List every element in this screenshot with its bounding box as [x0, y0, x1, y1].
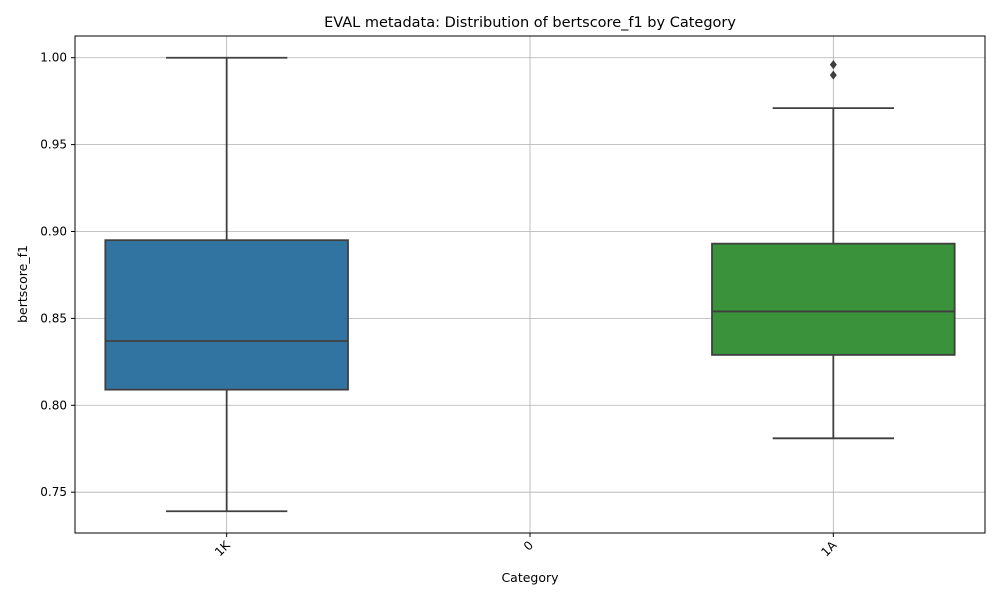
box-1K [104, 56, 349, 513]
outlier-point [829, 60, 837, 70]
y-tick-label: 0.90 [40, 224, 67, 238]
y-tick-label: 0.95 [40, 138, 67, 152]
y-tick-label: 0.80 [40, 398, 67, 412]
box-1A [711, 60, 956, 440]
box-body [104, 239, 349, 391]
y-tick-label: 1.00 [40, 51, 67, 65]
boxes [104, 56, 956, 513]
x-tick-label: 1A [818, 538, 840, 560]
box-body [711, 242, 956, 356]
plot-frame [74, 35, 986, 534]
x-tick-label: 1K [212, 537, 234, 559]
y-tick-label: 0.85 [40, 311, 67, 325]
outlier-point [829, 70, 837, 80]
y-tick-label: 0.75 [40, 485, 67, 499]
y-axis-label: bertscore_f1 [15, 245, 30, 323]
x-tick-label: 0 [521, 538, 536, 553]
x-axis-label: Category [501, 570, 559, 585]
chart-title: EVAL metadata: Distribution of bertscore… [324, 15, 736, 31]
